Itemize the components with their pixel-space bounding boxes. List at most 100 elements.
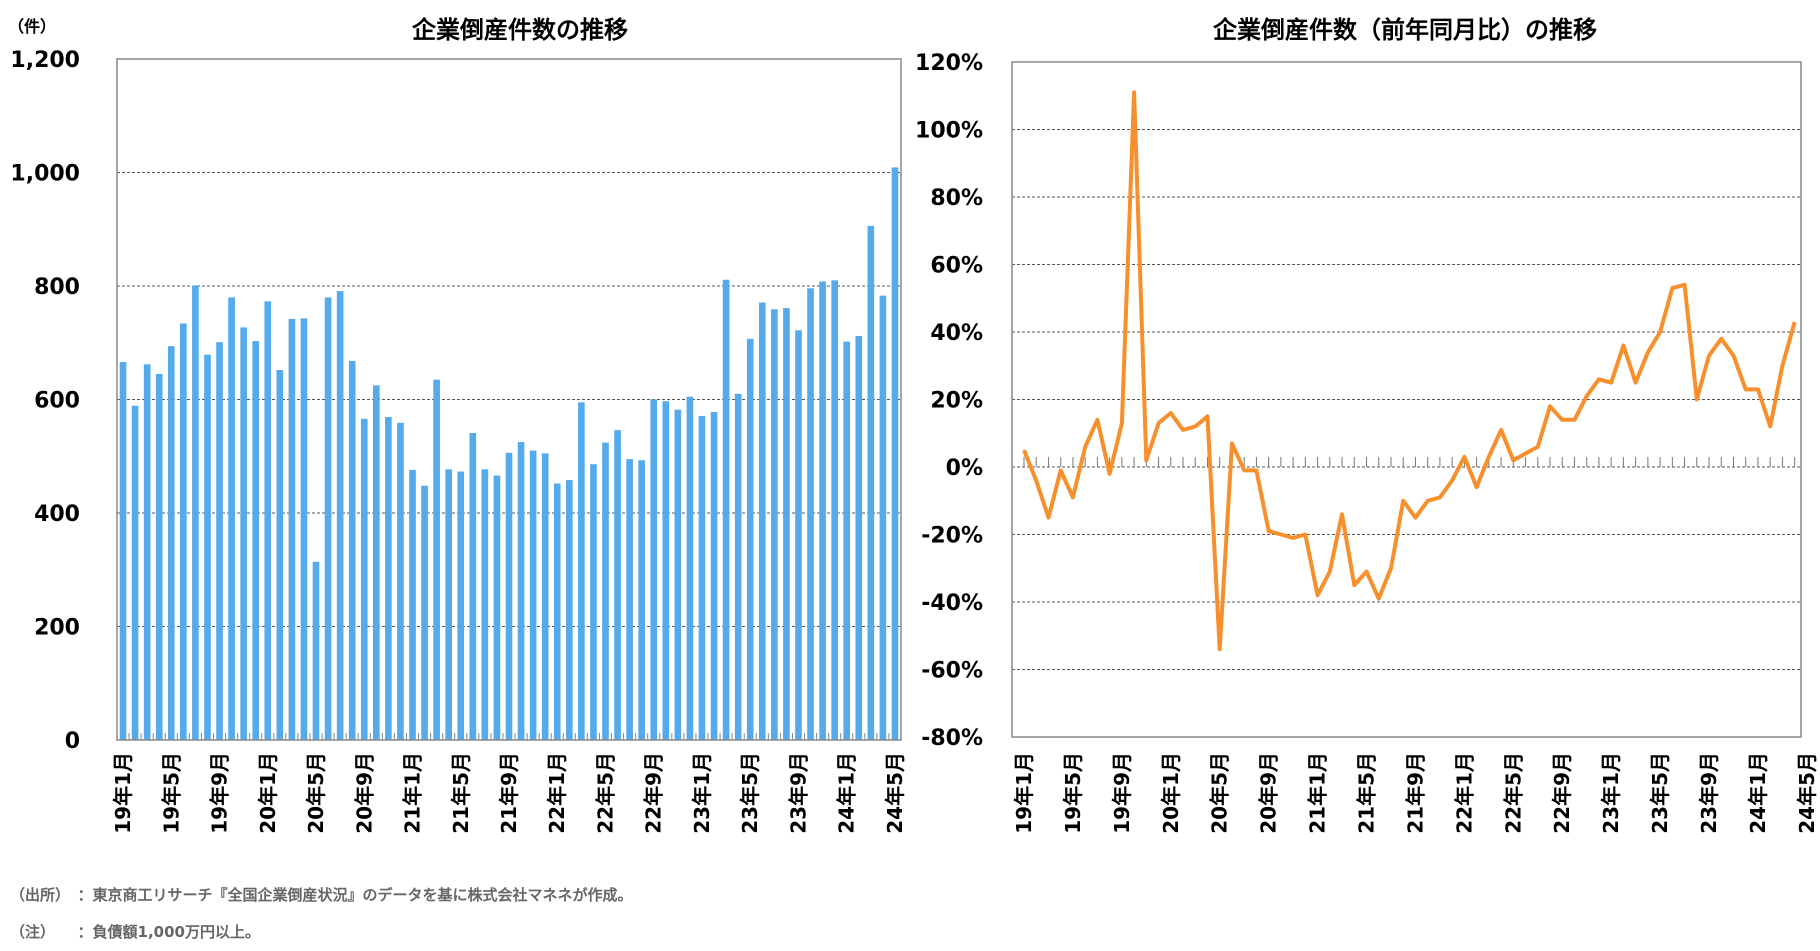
left-y-tick-label: 1,200 [10,48,80,73]
bar [879,295,887,740]
left-x-tick-label: 24年5月 [883,752,907,834]
bar [843,341,851,740]
bar [855,335,863,740]
right-x-tick-label: 21年9月 [1403,752,1427,834]
bar [614,430,621,740]
bar [541,453,549,740]
right-x-tick-label: 20年9月 [1257,752,1281,834]
bar [795,330,802,740]
left-x-tick-label: 23年1月 [690,752,714,834]
bar [421,485,428,740]
bar [867,225,875,741]
yoy-series-line [1022,90,1797,652]
bar [312,561,320,740]
bar [758,302,766,740]
right-y-tick-label: 100% [915,119,983,144]
bar [373,385,380,740]
left-x-tick-label: 22年5月 [593,752,617,834]
right-y-tick-label: 20% [930,389,983,414]
left-y-tick-label: 600 [34,389,80,414]
bar [167,346,175,740]
bar [336,291,344,740]
bar [457,471,465,740]
bar [469,432,477,740]
bar [119,362,127,740]
bar [264,301,272,740]
left-x-tick-label: 23年9月 [786,752,810,834]
bar [397,422,404,740]
left-x-tick-label: 20年9月 [352,752,376,834]
right-y-tick-label: 40% [930,321,983,346]
right-x-tick-label: 20年1月 [1159,752,1183,834]
left-x-tick-label: 20年5月 [304,752,328,834]
bar [734,393,742,740]
bar [204,354,211,740]
bar [409,469,416,740]
right-y-tick-label: 60% [930,254,983,279]
bar [481,469,489,740]
right-chart-y-axis: -80% -60% -40% -20% 0% 20% 40% 60% 80% 100% 120% [915,51,983,751]
bar [348,360,356,740]
bar [650,399,658,740]
right-y-tick-label: 0% [946,456,983,481]
bar [746,338,754,740]
left-x-tick-label: 22年1月 [545,752,569,834]
bar [216,342,223,740]
right-chart-title: 企業倒産件数（前年同月比）の推移 [1213,16,1597,44]
left-x-tick-label: 24年1月 [835,752,859,834]
right-x-tick-label: 24年5月 [1795,752,1819,834]
bar [385,417,392,740]
right-x-tick-label: 22年9月 [1550,752,1574,834]
left-x-tick-label: 21年9月 [497,752,521,834]
bankruptcy-count-chart: 企業倒産件数の推移 （件） 0 200 400 600 800 1,000 1,200 19… [8,16,907,834]
left-chart-y-axis: 0 200 400 600 800 1,000 1,200 [10,48,80,754]
left-x-tick-label: 20年1月 [256,752,280,834]
yoy-change-chart: 企業倒産件数（前年同月比）の推移 -80% -60% -40% -20% 0% 20% 40… [915,16,1819,834]
left-y-tick-label: 400 [34,502,80,527]
right-y-tick-label: -80% [921,726,983,751]
left-chart-minor-ticks [116,733,902,740]
bar [445,469,453,740]
left-y-tick-label: 0 [65,729,80,754]
right-x-tick-label: 20年5月 [1208,752,1232,834]
right-chart-minor-ticks [1023,457,1796,467]
right-x-tick-label: 19年9月 [1110,752,1134,834]
right-x-tick-label: 23年5月 [1648,752,1672,834]
right-y-tick-label: -60% [921,659,983,684]
bar [626,459,633,740]
bar [276,369,284,740]
right-chart-x-axis: 19年1月 19年5月 19年9月 20年1月 20年5月 20年9月 21年1月 21年5月… [1012,752,1819,834]
bar [240,327,247,740]
right-x-tick-label: 23年1月 [1599,752,1623,834]
bar [529,450,537,740]
bar [180,323,187,740]
bar [252,341,260,740]
right-y-tick-label: -20% [921,524,983,549]
right-x-tick-label: 23年9月 [1697,752,1721,834]
bar [131,405,139,740]
right-y-tick-label: 120% [915,51,983,76]
bar [578,402,585,740]
bar [831,280,838,740]
right-x-tick-label: 19年5月 [1061,752,1085,834]
right-x-tick-label: 21年1月 [1306,752,1330,834]
bar [228,297,235,740]
bar [324,297,332,740]
left-x-tick-label: 22年9月 [642,752,666,834]
bar [783,308,790,740]
right-x-tick-label: 21年5月 [1355,752,1379,834]
bar [722,279,730,740]
bar [288,318,296,740]
bar [771,309,778,740]
bar [553,483,561,740]
bar [602,442,609,740]
left-y-tick-label: 1,000 [10,162,80,187]
left-y-tick-label: 800 [34,275,80,300]
bar [505,452,513,740]
left-x-tick-label: 21年1月 [401,752,425,834]
right-y-tick-label: -40% [921,591,983,616]
bar [638,460,645,740]
right-y-tick-label: 80% [930,186,983,211]
bar [493,475,501,740]
